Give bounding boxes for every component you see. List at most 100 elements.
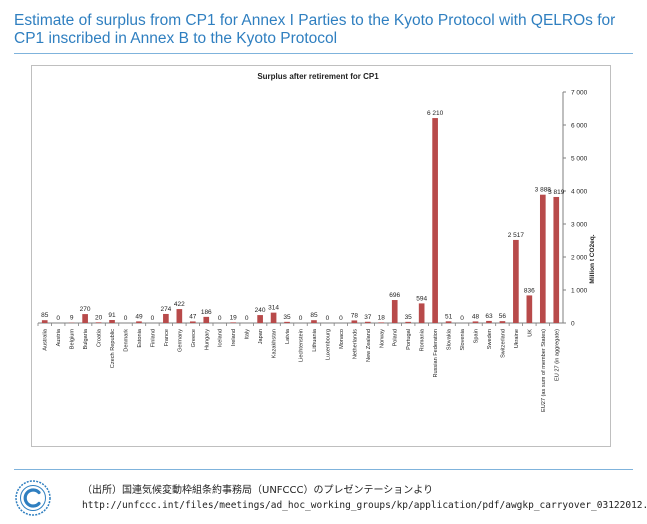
bar-value-label: 6 210 — [427, 110, 444, 117]
category-label: EU 27 (in aggregate) — [554, 329, 560, 381]
bar-value-label: 274 — [160, 306, 171, 313]
y-tick-label: 0 — [571, 321, 575, 328]
bar — [499, 321, 506, 323]
chart-title: Surplus after retirement for CP1 — [257, 72, 379, 81]
bar — [405, 321, 412, 323]
category-label: Estonia — [137, 328, 143, 348]
bar — [378, 322, 385, 323]
bar-value-label: 422 — [174, 301, 185, 308]
category-label: Iceland — [218, 329, 224, 347]
footer-url[interactable]: http://unfccc.int/files/meetings/ad_hoc_… — [82, 500, 647, 511]
category-label: Denmark — [124, 329, 130, 352]
category-label: Portugal — [406, 329, 412, 350]
category-label: Liechtenstein — [299, 329, 305, 362]
category-label: Monaco — [339, 329, 345, 349]
footer-divider — [14, 469, 633, 470]
category-label: Russian Federation — [433, 329, 439, 378]
bar-value-label: 85 — [310, 312, 318, 319]
category-label: UK — [527, 329, 533, 337]
y-tick-label: 6 000 — [571, 123, 588, 130]
bar-value-label: 56 — [499, 313, 507, 320]
bar-value-label: 51 — [445, 313, 453, 320]
bar-value-label: 240 — [255, 307, 266, 314]
y-tick-label: 2 000 — [571, 255, 588, 262]
category-label: Lithuania — [312, 328, 318, 352]
bar — [391, 300, 398, 323]
title-divider — [14, 53, 633, 54]
category-label: Greece — [191, 329, 197, 347]
y-axis-label: Million t CO2eq. — [589, 234, 596, 283]
category-label: Croatia — [97, 328, 103, 347]
bar-value-label: 3 888 — [535, 187, 552, 194]
bar — [189, 321, 196, 323]
y-tick-label: 4 000 — [571, 189, 588, 196]
bar-value-label: 37 — [364, 314, 372, 321]
bar-value-label: 49 — [135, 313, 143, 320]
plot-area: 0 1 000 2 000 3 000 4 000 5 000 6 000 7 000 85 Au… — [37, 90, 588, 412]
y-tick-label: 3 000 — [571, 222, 588, 229]
bar-value-label: 47 — [189, 313, 197, 320]
bar-value-label: 0 — [56, 315, 60, 322]
bar — [432, 118, 438, 323]
bar — [257, 315, 263, 323]
bar-value-label: 35 — [405, 314, 413, 321]
bar-value-label: 0 — [124, 315, 128, 322]
surplus-bar-chart: Surplus after retirement for CP1 Million… — [31, 65, 611, 447]
bar-value-label: 78 — [351, 312, 359, 319]
bar-value-label: 0 — [460, 315, 464, 322]
bar — [109, 319, 115, 323]
bar-value-label: 186 — [201, 309, 212, 316]
slide-title: Estimate of surplus from CP1 for Annex I… — [14, 12, 616, 47]
bar-value-label: 0 — [245, 315, 249, 322]
category-label: Austria — [56, 328, 62, 346]
bar-value-label: 0 — [218, 315, 222, 322]
unfccc-logo-icon — [15, 480, 51, 516]
bar-value-label: 91 — [108, 312, 116, 319]
bar — [203, 316, 210, 323]
bar-value-label: 3 819 — [548, 189, 565, 196]
category-label: Norway — [379, 329, 385, 348]
bar — [351, 320, 358, 323]
bar — [95, 322, 102, 323]
category-label: Czech Republic — [110, 329, 116, 368]
bar-value-label: 48 — [472, 313, 480, 320]
footer-source: （出所）国連気候変動枠組条約事務局（UNFCCC）のプレゼンテーションより — [82, 485, 434, 496]
bar-value-label: 836 — [524, 287, 535, 294]
bar-value-label: 0 — [326, 315, 330, 322]
bar-value-label: 594 — [416, 295, 427, 302]
bar — [136, 321, 142, 323]
bar — [418, 303, 425, 323]
category-label: Romania — [420, 328, 426, 351]
category-label: Poland — [393, 329, 399, 346]
bar — [364, 321, 371, 323]
bar-value-label: 63 — [485, 313, 493, 320]
bar — [553, 196, 560, 323]
category-label: Hungary — [204, 329, 210, 350]
category-label: Bulgaria — [83, 328, 89, 349]
category-label: Luxembourg — [325, 329, 331, 360]
bar-value-label: 18 — [378, 314, 386, 321]
y-tick-label: 5 000 — [571, 156, 588, 163]
category-label: Kazakhstan — [272, 329, 278, 358]
bar — [270, 312, 277, 323]
category-label: Netherlands — [352, 329, 358, 359]
category-label: Slovenia — [460, 328, 466, 350]
category-label: Ireland — [231, 329, 237, 346]
category-label: Slovakia — [447, 328, 453, 350]
category-label: France — [164, 329, 170, 346]
bar — [311, 320, 317, 323]
category-label: Australia — [43, 328, 49, 351]
chart-frame — [31, 65, 611, 447]
bar — [513, 239, 519, 323]
category-label: Sweden — [487, 329, 493, 349]
bar-value-label: 314 — [268, 305, 279, 312]
bar — [526, 295, 533, 323]
category-label: Finland — [150, 329, 156, 347]
bar — [445, 321, 452, 323]
bar-value-label: 20 — [95, 314, 103, 321]
category-label: Belgium — [70, 329, 76, 350]
y-tick-label: 1 000 — [571, 288, 588, 295]
bar-value-label: 270 — [80, 306, 91, 313]
bar-value-label: 0 — [299, 315, 303, 322]
y-tick-label: 7 000 — [571, 90, 588, 97]
